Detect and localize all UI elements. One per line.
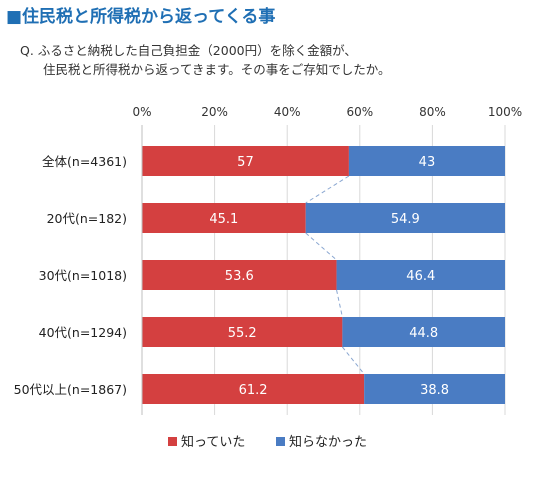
category-label: 20代(n=182) xyxy=(47,211,127,226)
bar-didnt-know xyxy=(364,374,505,404)
data-label: 46.4 xyxy=(406,269,435,284)
x-tick-label: 40% xyxy=(274,105,301,119)
bar-didnt-know xyxy=(348,146,505,176)
x-tick-label: 0% xyxy=(132,105,151,119)
data-label: 45.1 xyxy=(209,212,238,227)
bar-didnt-know xyxy=(336,260,505,290)
legend-swatch-didnt-know xyxy=(276,437,285,446)
question-prefix: Q. xyxy=(20,43,34,58)
data-label: 43 xyxy=(419,155,436,170)
series-connector-line xyxy=(305,232,337,261)
bar-knew xyxy=(142,203,306,233)
data-label: 57 xyxy=(237,155,254,170)
data-label: 54.9 xyxy=(391,212,420,227)
legend-label: 知らなかった xyxy=(289,434,367,450)
bar-knew xyxy=(142,374,365,404)
x-tick-label: 20% xyxy=(201,105,228,119)
category-label: 30代(n=1018) xyxy=(39,268,127,283)
category-label: 50代以上(n=1867) xyxy=(14,382,127,397)
category-label: 40代(n=1294) xyxy=(39,325,127,340)
category-label: 全体(n=4361) xyxy=(42,154,127,169)
legend-swatch-knew xyxy=(168,437,177,446)
data-label: 53.6 xyxy=(225,269,254,284)
chart-title: ■住民税と所得税から返ってくる事 xyxy=(6,7,276,27)
series-connector-line xyxy=(341,346,365,375)
question-line-2: 住民税と所得税から返ってきます。その事をご存知でしたか。 xyxy=(43,62,391,77)
data-label: 44.8 xyxy=(409,326,438,341)
bar-didnt-know xyxy=(342,317,505,347)
series-connector-line xyxy=(305,175,350,204)
data-label: 61.2 xyxy=(239,383,268,398)
legend-label: 知っていた xyxy=(181,434,245,450)
bar-knew xyxy=(142,146,349,176)
series-connector-line xyxy=(336,289,343,318)
data-label: 38.8 xyxy=(420,383,449,398)
bar-didnt-know xyxy=(305,203,505,233)
bar-knew xyxy=(142,260,337,290)
x-tick-label: 100% xyxy=(488,105,522,119)
data-label: 55.2 xyxy=(228,326,257,341)
x-tick-label: 60% xyxy=(346,105,373,119)
question-line-1: ふるさと納税した自己負担金（2000円）を除く金額が、 xyxy=(37,43,357,58)
question-text: Q. ふるさと納税した自己負担金（2000円）を除く金額が、 住民税と所得税から… xyxy=(20,41,391,79)
x-tick-label: 80% xyxy=(419,105,446,119)
bar-knew xyxy=(142,317,343,347)
